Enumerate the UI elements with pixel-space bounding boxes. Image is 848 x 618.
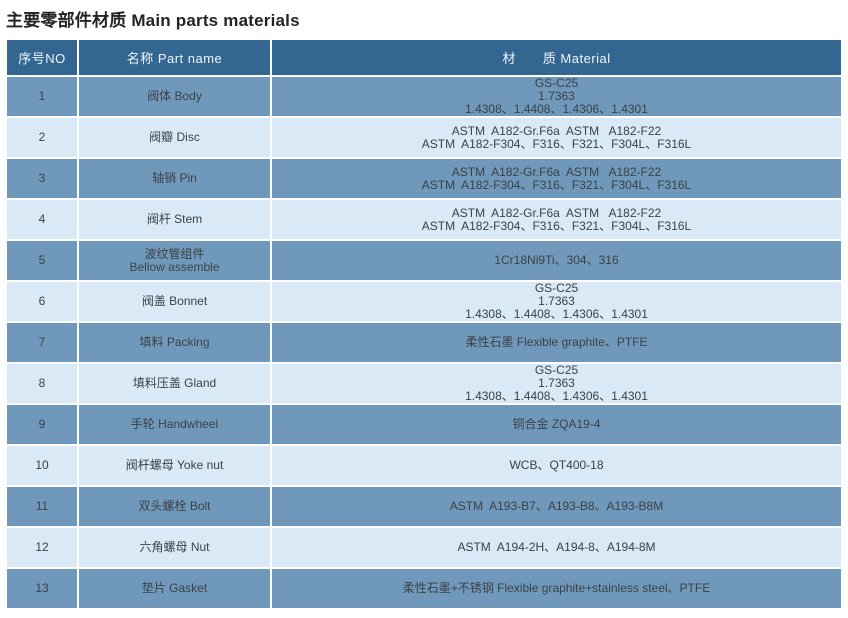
cell-part-name: 双头螺栓 Bolt bbox=[79, 487, 270, 526]
table-row: 12 六角螺母 Nut ASTM A194-2H、A194-8、A194-8M bbox=[7, 528, 841, 567]
cell-no: 9 bbox=[7, 405, 77, 444]
cell-material: 1Cr18Ni9Ti、304、316 bbox=[272, 241, 841, 280]
table-header-row: 序号NO 名称 Part name 材 质 Material bbox=[7, 40, 841, 75]
table-row: 6 阀盖 Bonnet GS-C25 1.7363 1.4308、1.4408、… bbox=[7, 282, 841, 321]
cell-material: GS-C25 1.7363 1.4308、1.4408、1.4306、1.430… bbox=[272, 364, 841, 403]
cell-material: GS-C25 1.7363 1.4308、1.4408、1.4306、1.430… bbox=[272, 77, 841, 116]
cell-part-name: 阀杆 Stem bbox=[79, 200, 270, 239]
cell-part-name: 填料 Packing bbox=[79, 323, 270, 362]
cell-no: 3 bbox=[7, 159, 77, 198]
cell-material: 铜合金 ZQA19-4 bbox=[272, 405, 841, 444]
cell-part-name: 阀体 Body bbox=[79, 77, 270, 116]
table-row: 4 阀杆 Stem ASTM A182-Gr.F6a ASTM A182-F22… bbox=[7, 200, 841, 239]
cell-no: 8 bbox=[7, 364, 77, 403]
cell-material: GS-C25 1.7363 1.4308、1.4408、1.4306、1.430… bbox=[272, 282, 841, 321]
table-row: 7 填料 Packing 柔性石墨 Flexible graphite、PTFE bbox=[7, 323, 841, 362]
table-row: 13 垫片 Gasket 柔性石墨+不锈钢 Flexible graphite+… bbox=[7, 569, 841, 608]
cell-part-name: 阀杆螺母 Yoke nut bbox=[79, 446, 270, 485]
table-row: 5 波纹管组件 Bellow assemble 1Cr18Ni9Ti、304、3… bbox=[7, 241, 841, 280]
cell-no: 4 bbox=[7, 200, 77, 239]
table-row: 3 轴销 Pin ASTM A182-Gr.F6a ASTM A182-F22 … bbox=[7, 159, 841, 198]
cell-part-name: 填料压盖 Gland bbox=[79, 364, 270, 403]
cell-no: 2 bbox=[7, 118, 77, 157]
cell-part-name: 阀盖 Bonnet bbox=[79, 282, 270, 321]
cell-no: 13 bbox=[7, 569, 77, 608]
table-row: 1 阀体 Body GS-C25 1.7363 1.4308、1.4408、1.… bbox=[7, 77, 841, 116]
cell-material: ASTM A182-Gr.F6a ASTM A182-F22 ASTM A182… bbox=[272, 159, 841, 198]
cell-material: ASTM A182-Gr.F6a ASTM A182-F22 ASTM A182… bbox=[272, 118, 841, 157]
cell-material: 柔性石墨+不锈钢 Flexible graphite+stainless ste… bbox=[272, 569, 841, 608]
cell-no: 11 bbox=[7, 487, 77, 526]
cell-part-name: 轴销 Pin bbox=[79, 159, 270, 198]
table-row: 11 双头螺栓 Bolt ASTM A193-B7、A193-B8、A193-B… bbox=[7, 487, 841, 526]
cell-material: ASTM A182-Gr.F6a ASTM A182-F22 ASTM A182… bbox=[272, 200, 841, 239]
cell-no: 7 bbox=[7, 323, 77, 362]
cell-part-name: 阀瓣 Disc bbox=[79, 118, 270, 157]
col-header-no: 序号NO bbox=[7, 40, 77, 75]
cell-no: 1 bbox=[7, 77, 77, 116]
cell-material: WCB、QT400-18 bbox=[272, 446, 841, 485]
table-row: 8 填料压盖 Gland GS-C25 1.7363 1.4308、1.4408… bbox=[7, 364, 841, 403]
cell-part-name: 六角螺母 Nut bbox=[79, 528, 270, 567]
cell-no: 5 bbox=[7, 241, 77, 280]
cell-material: 柔性石墨 Flexible graphite、PTFE bbox=[272, 323, 841, 362]
cell-part-name: 手轮 Handwheel bbox=[79, 405, 270, 444]
cell-material: ASTM A193-B7、A193-B8、A193-B8M bbox=[272, 487, 841, 526]
col-header-material: 材 质 Material bbox=[272, 40, 841, 75]
main-parts-materials-table: 序号NO 名称 Part name 材 质 Material 1 阀体 Body… bbox=[5, 38, 843, 610]
col-header-part-name: 名称 Part name bbox=[79, 40, 270, 75]
cell-no: 6 bbox=[7, 282, 77, 321]
cell-part-name: 垫片 Gasket bbox=[79, 569, 270, 608]
page-title: 主要零部件材质 Main parts materials bbox=[6, 11, 300, 30]
cell-no: 10 bbox=[7, 446, 77, 485]
cell-part-name: 波纹管组件 Bellow assemble bbox=[79, 241, 270, 280]
cell-no: 12 bbox=[7, 528, 77, 567]
cell-material: ASTM A194-2H、A194-8、A194-8M bbox=[272, 528, 841, 567]
table-row: 10 阀杆螺母 Yoke nut WCB、QT400-18 bbox=[7, 446, 841, 485]
table-row: 9 手轮 Handwheel 铜合金 ZQA19-4 bbox=[7, 405, 841, 444]
table-row: 2 阀瓣 Disc ASTM A182-Gr.F6a ASTM A182-F22… bbox=[7, 118, 841, 157]
